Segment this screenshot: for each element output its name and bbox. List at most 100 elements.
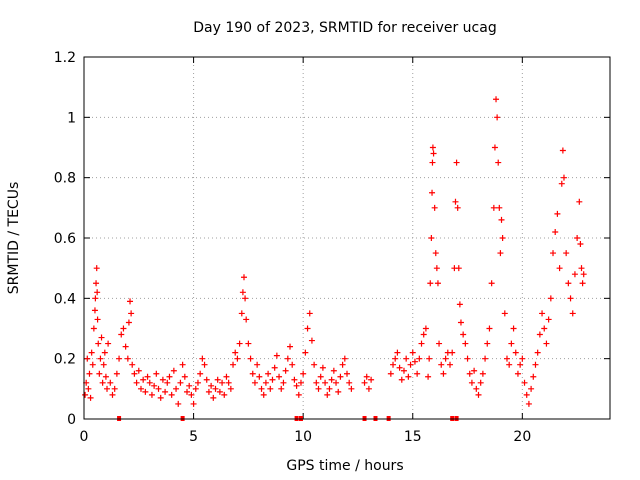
data-point [400, 367, 407, 374]
data-point [514, 370, 521, 377]
data-point [210, 394, 217, 401]
y-tick-label: 0.8 [54, 171, 76, 187]
data-point [508, 340, 515, 347]
data-point [330, 367, 337, 374]
data-point [232, 349, 239, 356]
data-point [104, 385, 111, 392]
data-point [433, 265, 440, 272]
data-point [579, 280, 586, 287]
data-point [490, 204, 497, 211]
data-point [477, 379, 484, 386]
data-point [308, 337, 315, 344]
x-axis-label: GPS time / hours [286, 458, 403, 474]
data-point [494, 114, 501, 121]
data-point [392, 355, 399, 362]
data-point [135, 367, 142, 374]
data-point [326, 385, 333, 392]
data-point [407, 361, 414, 368]
y-tick-label: 0.2 [54, 352, 76, 368]
data-point [170, 367, 177, 374]
data-point [387, 370, 394, 377]
data-point [131, 370, 138, 377]
data-point [434, 280, 441, 287]
data-point [431, 204, 438, 211]
data-point [442, 355, 449, 362]
data-point [100, 361, 107, 368]
data-point [92, 295, 99, 302]
data-point [420, 331, 427, 338]
data-point [173, 385, 180, 392]
data-point [96, 370, 103, 377]
data-point [368, 376, 375, 383]
x-tick-label: 10 [294, 429, 312, 445]
data-point [497, 250, 504, 257]
y-tick-label: 0.4 [54, 291, 76, 307]
data-point [473, 385, 480, 392]
x-tick-label: 0 [80, 429, 89, 445]
data-point [205, 388, 212, 395]
data-point [101, 349, 108, 356]
data-point [322, 379, 329, 386]
data-point [216, 388, 223, 395]
data-point [164, 379, 171, 386]
data-point [574, 235, 581, 241]
data-point [569, 310, 576, 317]
data-point [488, 280, 495, 287]
data-point [328, 376, 335, 383]
data-point [97, 355, 104, 362]
data-point [109, 391, 116, 398]
grid-lines [84, 57, 610, 419]
data-point [306, 310, 313, 317]
data-point [249, 370, 256, 377]
data-point [396, 364, 403, 371]
data-point [324, 391, 331, 398]
data-point [541, 325, 548, 332]
data-point [313, 379, 320, 386]
data-point [466, 370, 473, 377]
data-point [282, 367, 289, 374]
data-point [118, 331, 125, 338]
data-point [416, 355, 423, 362]
data-point [94, 289, 101, 296]
data-point [479, 370, 486, 377]
data-point [89, 361, 96, 368]
data-point [436, 340, 443, 347]
data-point [82, 391, 89, 398]
data-point [278, 385, 285, 392]
data-point [159, 376, 166, 383]
data-point [534, 349, 541, 356]
data-point [361, 379, 368, 386]
data-point [127, 298, 134, 305]
data-point [265, 370, 272, 377]
data-point [365, 385, 372, 392]
data-point [506, 361, 513, 368]
data-point [247, 355, 254, 362]
data-point [462, 340, 469, 347]
data-point [425, 373, 432, 380]
data-point [454, 204, 461, 211]
data-point [251, 379, 258, 386]
data-point [93, 265, 100, 272]
data-point [192, 385, 199, 392]
data-point [530, 373, 537, 380]
data-point [517, 361, 524, 368]
data-point [120, 325, 127, 332]
data-point [335, 388, 342, 395]
y-tick-label: 1.2 [54, 50, 76, 66]
data-point [341, 355, 348, 362]
data-point [157, 394, 164, 401]
data-point [269, 376, 276, 383]
data-point [242, 295, 249, 302]
data-point [234, 355, 241, 362]
data-point [105, 340, 112, 347]
data-point [116, 355, 123, 362]
data-point [137, 385, 144, 392]
data-point [363, 373, 370, 380]
data-point [493, 96, 500, 103]
data-point [254, 361, 261, 368]
plot-frame [83, 56, 611, 420]
data-point [175, 400, 182, 407]
data-point [471, 367, 478, 374]
data-point [501, 310, 508, 317]
chart-title: Day 190 of 2023, SRMTID for receiver uca… [193, 20, 496, 36]
